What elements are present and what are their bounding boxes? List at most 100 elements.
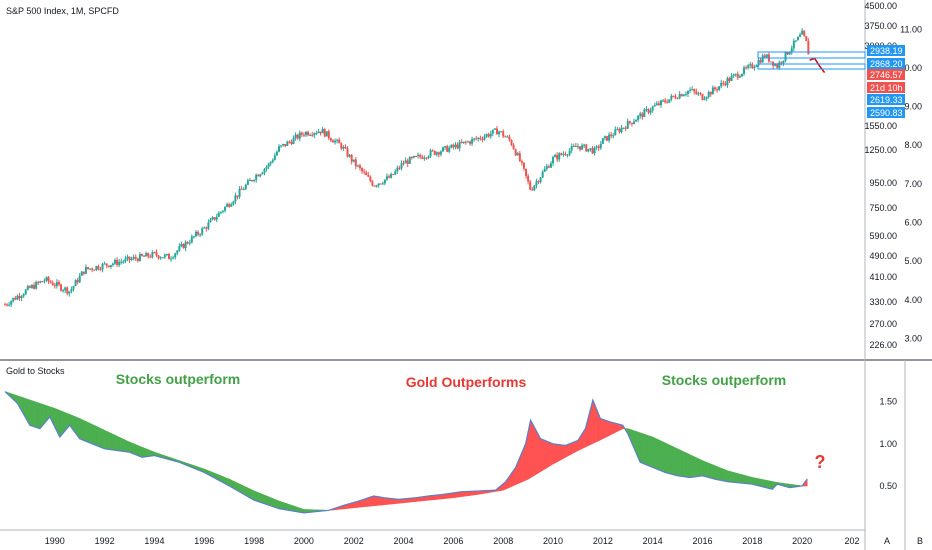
annotation-label: ?: [815, 452, 826, 472]
candle-body: [62, 290, 65, 292]
candle-body: [251, 180, 254, 182]
candle-body: [531, 189, 534, 191]
candle-body: [246, 180, 249, 185]
year-tick-label: 2018: [742, 536, 762, 546]
candle-body: [570, 146, 573, 151]
candle-body: [730, 76, 733, 81]
candle-body: [28, 286, 31, 288]
candle-body: [8, 304, 11, 306]
candle-body: [639, 113, 642, 116]
candle-body: [539, 177, 542, 183]
candle-body: [14, 297, 17, 300]
price-tag-bg: [867, 107, 905, 118]
candle-body: [537, 181, 540, 183]
candle-body: [657, 103, 660, 106]
candle-body: [228, 204, 231, 207]
candle-body: [53, 285, 56, 287]
candle-body: [371, 181, 374, 186]
candle-body: [711, 87, 714, 95]
candle-body: [477, 137, 480, 139]
candle-body: [745, 67, 748, 69]
price-tick-label: 3750.00: [864, 21, 897, 31]
scale-a-label[interactable]: A: [884, 536, 890, 546]
candle-body: [381, 183, 384, 185]
candle-body: [26, 286, 29, 290]
candle-body: [261, 172, 264, 175]
candle-body: [236, 195, 239, 197]
candle-body: [238, 188, 241, 197]
candle-body: [99, 269, 102, 271]
candle-body: [610, 134, 613, 137]
candle-body: [400, 163, 403, 169]
ratio-plot: [4, 391, 808, 514]
candle-body: [155, 252, 158, 256]
candle-body: [178, 246, 181, 251]
candle-body: [153, 252, 156, 254]
candle-body: [552, 157, 555, 164]
candle-body: [585, 144, 588, 152]
candle-body: [743, 67, 746, 74]
candle-body: [282, 143, 285, 146]
year-tick-label: 1996: [194, 536, 214, 546]
candle-body: [782, 60, 785, 64]
candle-body: [267, 163, 270, 167]
candle-body: [165, 254, 168, 256]
candle-body: [363, 171, 366, 173]
candle-body: [722, 82, 725, 84]
candle-body: [417, 155, 420, 157]
candle-body: [525, 168, 528, 177]
candle-body: [481, 138, 484, 140]
candle-body: [672, 95, 675, 97]
candle-body: [358, 165, 361, 169]
scale-b-label[interactable]: B: [917, 536, 923, 546]
candle-body: [369, 176, 372, 182]
candle-body: [579, 146, 582, 150]
candle-body: [292, 137, 295, 144]
candle-body: [331, 140, 334, 143]
candle-body: [336, 139, 339, 141]
candle-body: [792, 40, 795, 49]
price-tag-label: 2938.19: [870, 46, 903, 56]
log-tick-label: 9.00: [904, 102, 922, 112]
price-tag-bg: [867, 45, 905, 56]
ratio-tick-label: 1.50: [879, 397, 897, 407]
candle-body: [502, 131, 505, 137]
candle-body: [379, 183, 382, 185]
candle-body: [109, 265, 112, 267]
candle-body: [576, 146, 579, 148]
candle-body: [647, 109, 650, 113]
candle-body: [188, 242, 191, 244]
candle-body: [471, 139, 474, 144]
candle-body: [479, 137, 482, 139]
candle-body: [452, 144, 455, 148]
candle-body: [116, 259, 119, 265]
candle-body: [520, 161, 523, 163]
candle-body: [485, 134, 488, 137]
candle-body: [323, 128, 326, 137]
candle-body: [321, 128, 324, 134]
candle-body: [670, 95, 673, 100]
candle-body: [763, 55, 766, 58]
candle-body: [738, 76, 741, 78]
candle-body: [294, 134, 297, 138]
candle-body: [564, 153, 567, 155]
price-tag: 2938.19: [867, 45, 905, 56]
candle-body: [595, 146, 598, 148]
candle-body: [103, 263, 106, 265]
candle-body: [500, 131, 503, 133]
candle-body: [16, 295, 19, 300]
candle-body: [253, 179, 256, 181]
candle-body: [493, 128, 496, 130]
candle-body: [68, 291, 71, 294]
candle-body: [145, 253, 148, 257]
candle-body: [705, 97, 708, 99]
candle-body: [533, 185, 536, 191]
main-chart-title: S&P 500 Index, 1M, SPCFD: [6, 6, 119, 16]
candle-body: [468, 141, 471, 144]
candle-body: [107, 265, 110, 267]
candle-body: [120, 261, 123, 263]
candle-body: [662, 100, 665, 102]
candle-body: [427, 156, 430, 158]
candle-body: [622, 127, 625, 129]
